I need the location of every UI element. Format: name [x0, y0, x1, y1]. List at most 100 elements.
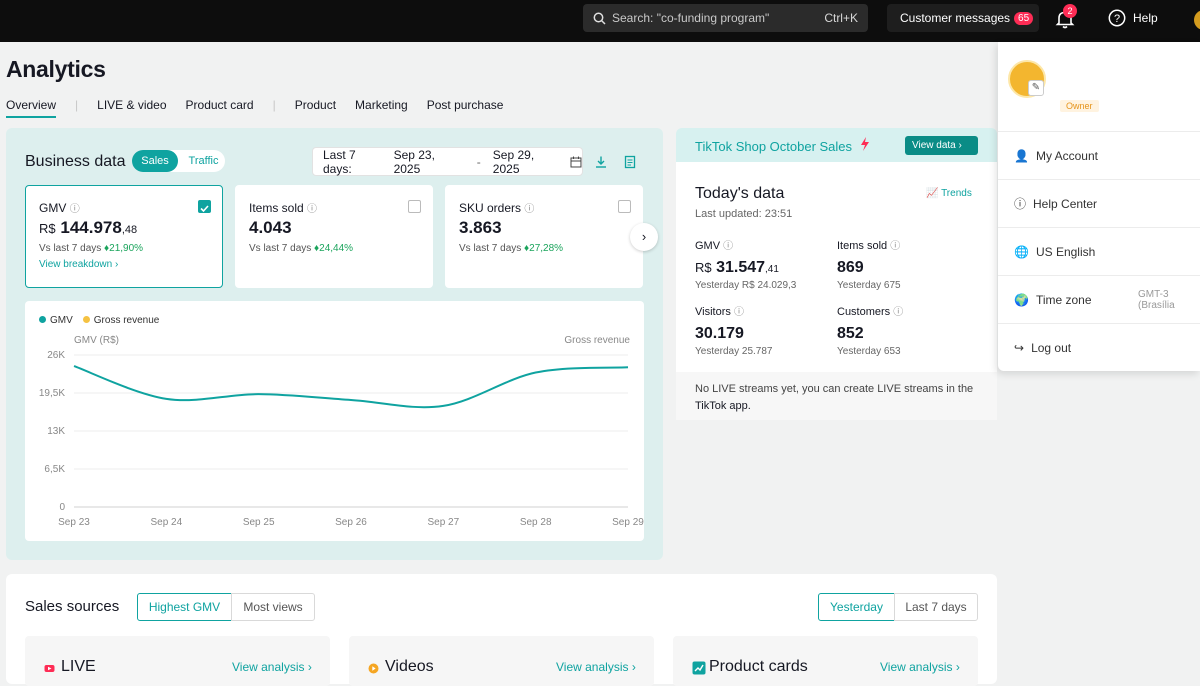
chart-plot: 26K 19,5K 13K 6,5K 0 Sep 23 Sep 24 Sep 25 Sep 26…	[39, 350, 644, 528]
translate-icon: 🌐	[1014, 244, 1029, 259]
business-data-title: Business data	[25, 153, 126, 170]
logout-icon: ↪	[1014, 340, 1025, 355]
tab-post-purchase[interactable]: Post purchase	[426, 98, 504, 112]
y-tick-label: 0	[59, 502, 65, 513]
account-menu: ✎ Owner 👤 My Account ⓘ Help Center 🌐 US Eng…	[998, 42, 1200, 371]
source-name: LIVE	[61, 658, 96, 675]
period-yesterday[interactable]: Yesterday	[818, 593, 895, 621]
metric-card-items-sold[interactable]: Items sold ⓘ 4.043 Vs last 7 days ♦24,44…	[235, 185, 433, 288]
tab-live-video[interactable]: LIVE & video	[97, 98, 167, 112]
menu-item-time-zone[interactable]: 🌍 Time zone GMT-3 (Brasília	[998, 275, 1200, 323]
view-analysis-link[interactable]: View analysis ›	[232, 660, 312, 674]
live-streams-note: No LIVE streams yet, you can create LIVE…	[676, 372, 997, 420]
data-point[interactable]	[626, 365, 630, 369]
legend-gmv[interactable]: GMV	[39, 315, 73, 326]
notifications-badge: 2	[1063, 4, 1077, 18]
metric-label: Items sold ⓘ	[249, 201, 318, 215]
info-icon: ⓘ	[524, 204, 535, 215]
today-items-value: 869	[837, 259, 864, 276]
view-data-button[interactable]: View data ›	[905, 136, 978, 155]
filter-most-views[interactable]: Most views	[231, 593, 315, 621]
tab-product[interactable]: Product	[294, 98, 337, 112]
today-gmv-value: R$ 31.547,41	[695, 259, 779, 276]
series-line-gmv[interactable]	[73, 365, 629, 409]
search-icon	[593, 12, 606, 25]
metric-card-sku-orders[interactable]: SKU orders ⓘ 3.863 Vs last 7 days ♦27,28…	[445, 185, 643, 288]
x-tick-label: Sep 24	[150, 517, 182, 528]
view-analysis-link[interactable]: View analysis ›	[880, 660, 960, 674]
tiktok-app-link[interactable]: TikTok app.	[695, 400, 751, 412]
legend-gross-revenue[interactable]: Gross revenue	[82, 315, 159, 326]
metric-compare: Vs last 7 days ♦21,90%	[39, 243, 144, 254]
menu-item-help-center[interactable]: ⓘ Help Center	[998, 179, 1200, 227]
date-range-label: Last 7 days:	[323, 147, 356, 176]
y-tick-label: 13K	[47, 426, 65, 437]
tab-product-card[interactable]: Product card	[185, 98, 254, 112]
last-updated: Last updated: 23:51	[695, 208, 793, 220]
report-icon[interactable]	[623, 155, 637, 169]
info-icon: ⓘ	[69, 204, 80, 215]
y-tick-label: 6,5K	[44, 464, 65, 475]
view-analysis-link[interactable]: View analysis ›	[556, 660, 636, 674]
analytics-tabs: Overview | LIVE & video Product card | P…	[6, 98, 522, 118]
date-range-picker[interactable]: Last 7 days: Sep 23, 2025 - Sep 29, 2025	[312, 147, 583, 176]
x-tick-label: Sep 28	[520, 517, 552, 528]
info-icon: ⓘ	[893, 307, 904, 318]
x-tick-label: Sep 25	[243, 517, 275, 528]
metric-card-gmv[interactable]: GMV ⓘ R$ 144.978,48 Vs last 7 days ♦21,9…	[25, 185, 223, 288]
metric-checkbox[interactable]	[198, 200, 211, 213]
metric-label: GMV ⓘ	[39, 201, 80, 215]
source-name: Product cards	[709, 658, 808, 675]
menu-item-language[interactable]: 🌐 US English	[998, 227, 1200, 275]
tab-divider: |	[75, 98, 79, 112]
data-point[interactable]	[72, 364, 76, 368]
tab-overview[interactable]: Overview	[6, 98, 57, 118]
menu-item-log-out[interactable]: ↪ Log out	[998, 323, 1200, 371]
info-icon: ⓘ	[890, 241, 901, 252]
today-customers-value: 852	[837, 325, 864, 342]
toggle-sales[interactable]: Sales	[132, 150, 178, 172]
today-title: Today's data	[695, 185, 785, 202]
search-shortcut: Ctrl+K	[824, 11, 858, 25]
help-button[interactable]: ? Help	[1108, 9, 1158, 27]
toggle-traffic[interactable]: Traffic	[188, 155, 219, 167]
date-start: Sep 23, 2025	[393, 147, 435, 176]
today-gmv-label: GMV ⓘ	[695, 240, 734, 252]
data-point[interactable]	[164, 397, 168, 401]
today-gmv-yesterday: Yesterday R$ 24.029,3	[695, 280, 797, 291]
trends-link[interactable]: 📈 Trends	[926, 188, 972, 199]
data-point[interactable]	[534, 371, 538, 375]
globe-icon: 🌍	[1014, 292, 1029, 307]
period-last-7-days[interactable]: Last 7 days	[894, 593, 978, 621]
data-point[interactable]	[349, 398, 353, 402]
metric-checkbox[interactable]	[618, 200, 631, 213]
today-visitors-value: 30.179	[695, 325, 744, 342]
svg-text:?: ?	[1114, 13, 1120, 25]
edit-icon[interactable]: ✎	[1028, 80, 1044, 96]
sales-sources-title: Sales sources	[25, 598, 120, 615]
download-icon[interactable]	[594, 155, 608, 169]
customer-messages-button[interactable]: Customer messages 65	[887, 4, 1039, 32]
search-placeholder: Search: "co-funding program"	[612, 11, 770, 25]
today-items-yesterday: Yesterday 675	[837, 280, 901, 291]
avatar[interactable]	[1194, 10, 1200, 30]
filter-highest-gmv[interactable]: Highest GMV	[137, 593, 232, 621]
next-metrics-button[interactable]: ›	[630, 223, 658, 251]
metric-value: R$ 144.978,48	[39, 218, 138, 237]
info-icon: ⓘ	[733, 307, 744, 318]
menu-item-my-account[interactable]: 👤 My Account	[998, 131, 1200, 179]
metric-checkbox[interactable]	[408, 200, 421, 213]
question-icon: ?	[1108, 9, 1126, 27]
x-tick-label: Sep 26	[335, 517, 367, 528]
today-visitors-label: Visitors ⓘ	[695, 306, 744, 318]
calendar-icon	[570, 156, 582, 167]
checkmark-icon	[200, 205, 209, 213]
timezone-value: GMT-3 (Brasília	[1138, 288, 1175, 311]
data-point[interactable]	[441, 404, 445, 408]
tab-marketing[interactable]: Marketing	[355, 98, 408, 112]
metric-compare: Vs last 7 days ♦24,44%	[249, 243, 354, 254]
data-point[interactable]	[257, 392, 261, 396]
view-breakdown-link[interactable]: View breakdown ›	[39, 259, 119, 270]
role-badge: Owner	[1060, 100, 1099, 112]
search-input[interactable]: Search: "co-funding program" Ctrl+K	[583, 4, 868, 32]
